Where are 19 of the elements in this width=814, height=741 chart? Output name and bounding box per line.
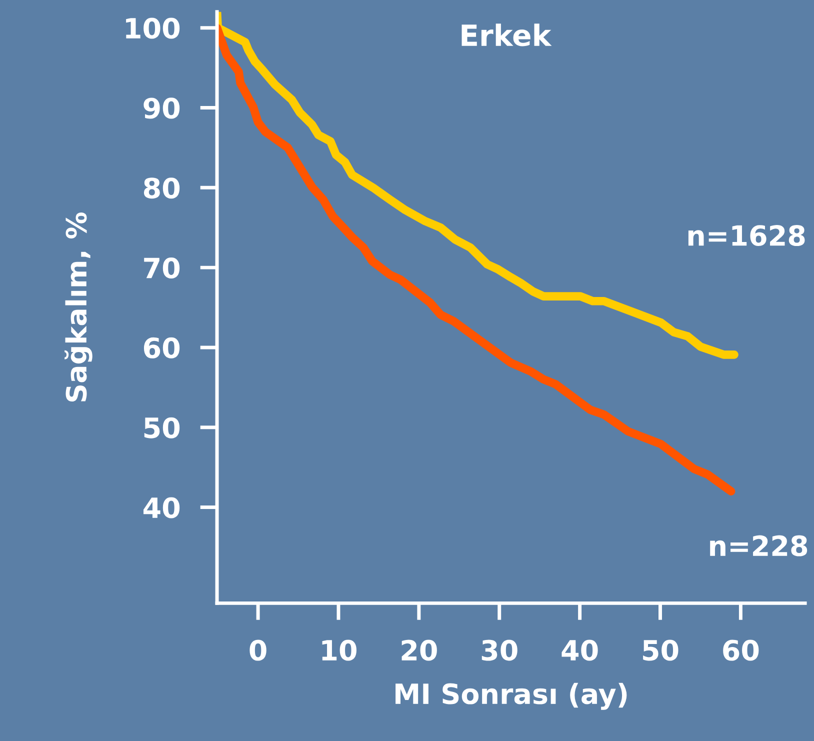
x-tick-label: 0 xyxy=(250,640,266,661)
y-tick-label: 50 xyxy=(144,417,180,438)
y-tick-label: 100 xyxy=(126,18,180,39)
text: n=1628 xyxy=(688,225,805,246)
x-tick-label: 60 xyxy=(723,640,759,661)
y-tick-label: 90 xyxy=(144,98,180,119)
chart-title: Erkek xyxy=(462,24,552,46)
y-tick-label: 70 xyxy=(144,258,180,279)
series-label: n=228 xyxy=(710,535,808,556)
y-axis-title: Sağkalım, % xyxy=(64,212,92,402)
x-tick-label: 50 xyxy=(643,640,678,661)
x-axis-title: MI Sonrası (ay) xyxy=(396,682,627,710)
y-tick-label: 60 xyxy=(144,337,180,358)
x-tick-label: 20 xyxy=(402,640,437,661)
y-tick-label: 80 xyxy=(144,178,180,199)
x-tick-label: 40 xyxy=(562,640,598,661)
x-tick-label: 10 xyxy=(322,640,356,661)
x-tick-label: 30 xyxy=(482,640,518,661)
y-tick-label: 40 xyxy=(143,497,180,518)
